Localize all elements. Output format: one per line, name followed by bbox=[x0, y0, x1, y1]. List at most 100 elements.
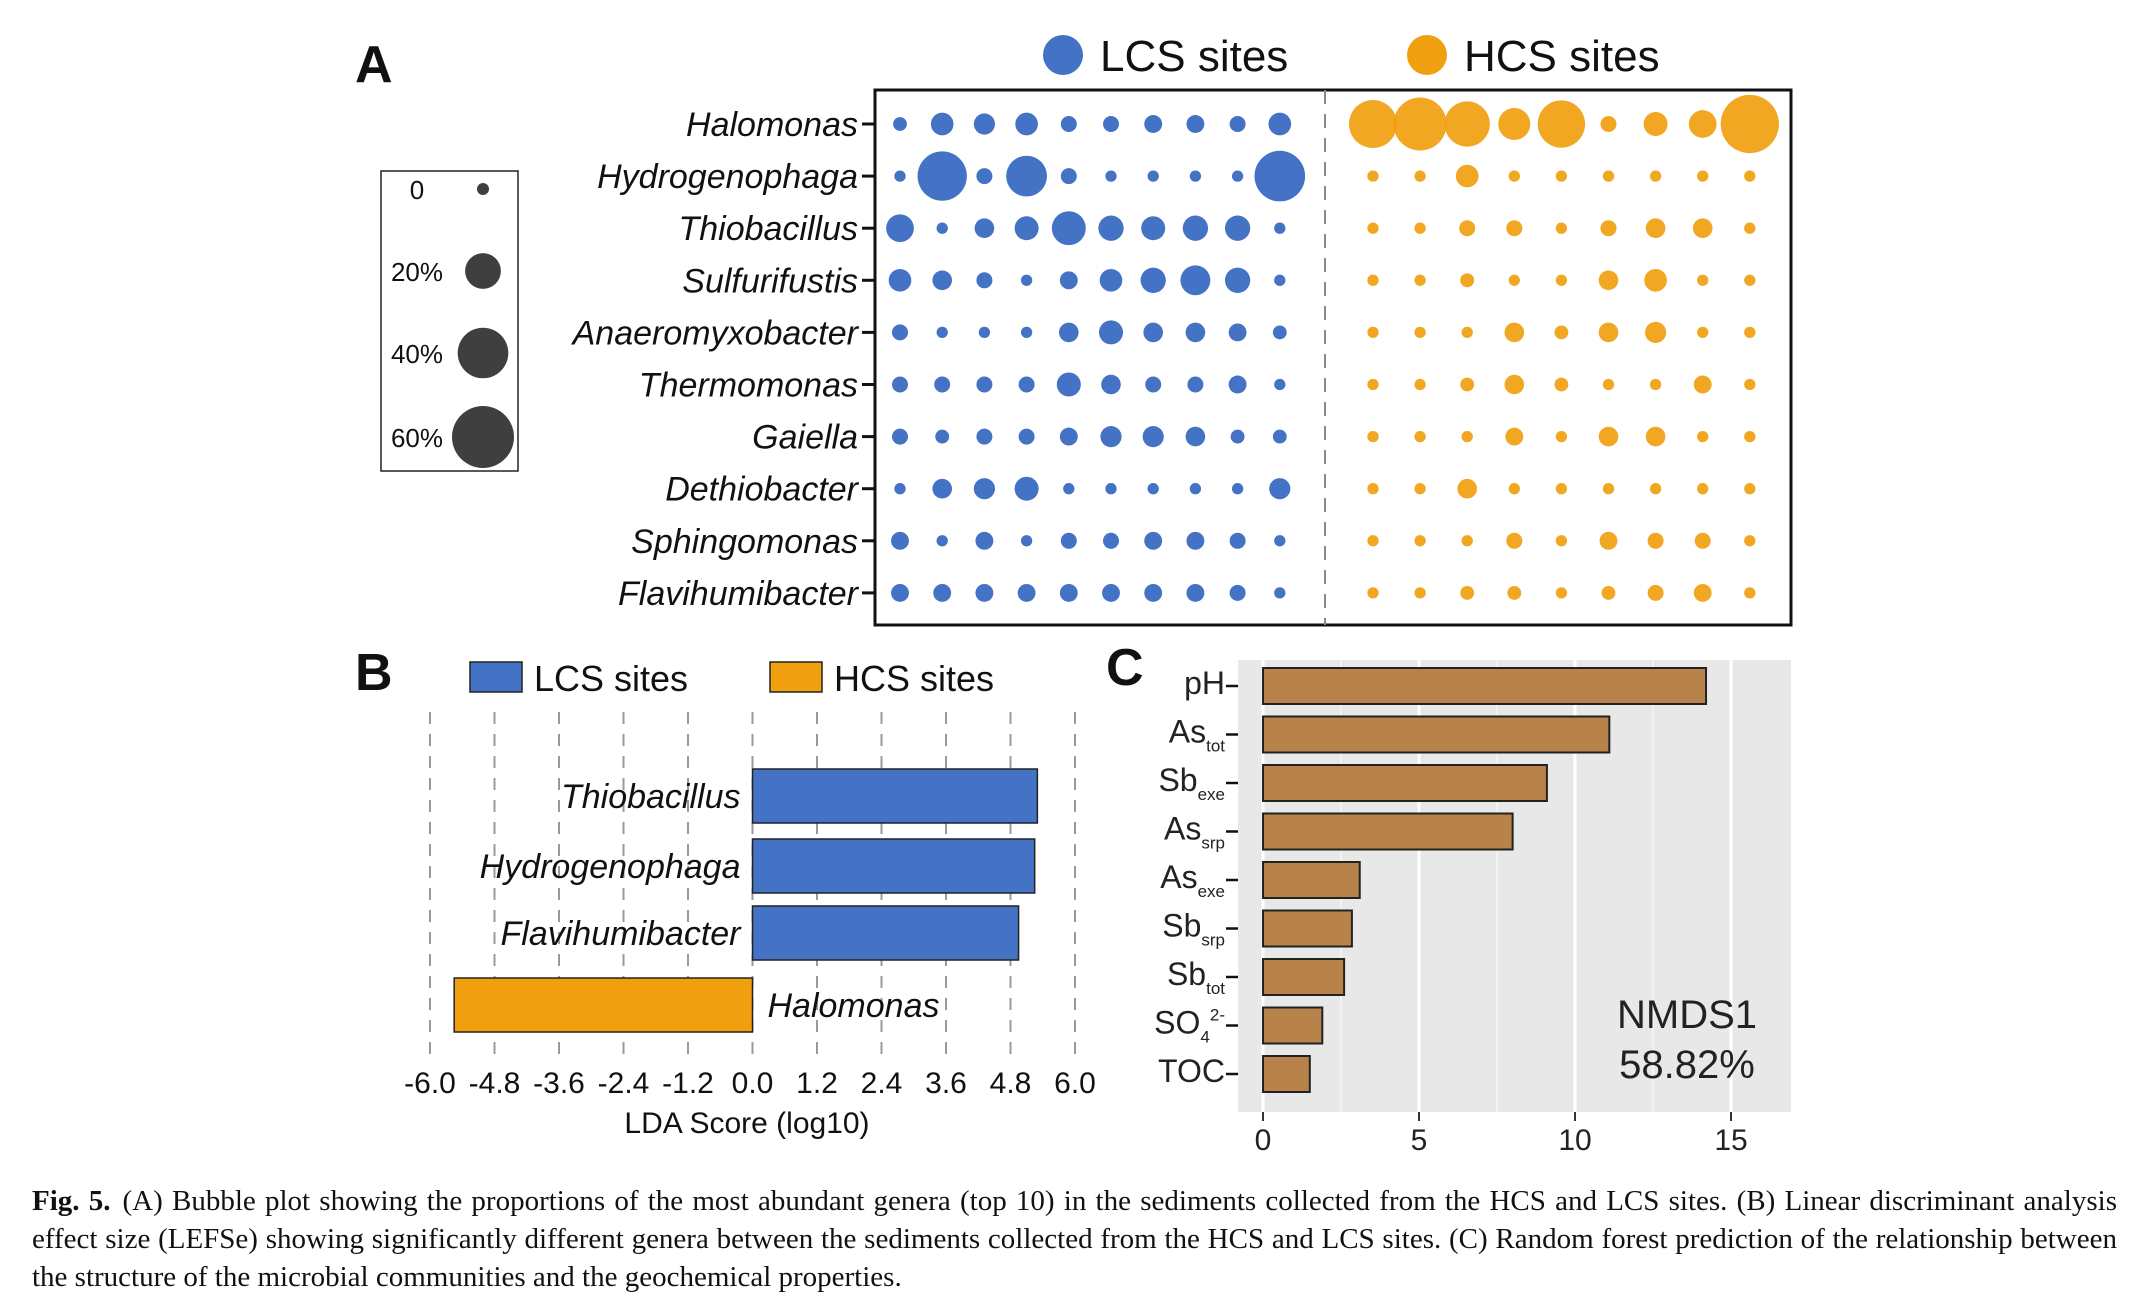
lcs-bubble bbox=[1143, 322, 1164, 343]
lcs-bubble bbox=[891, 428, 909, 445]
lcs-bubble bbox=[1059, 271, 1078, 290]
rf-bars bbox=[1262, 667, 1708, 1093]
lcs-bubble bbox=[936, 326, 948, 339]
hcs-bubble bbox=[1693, 583, 1712, 602]
hcs-bubble bbox=[1649, 170, 1662, 182]
hcs-bubble bbox=[1459, 220, 1476, 237]
hcs-bubble bbox=[1414, 274, 1426, 286]
lcs-bubble bbox=[1274, 222, 1286, 234]
lcs-bubble bbox=[1014, 216, 1039, 241]
rf-bar bbox=[1262, 861, 1361, 899]
lda-bar bbox=[751, 768, 1039, 824]
hcs-bubble bbox=[1602, 378, 1615, 391]
lda-x-tick-label: 3.6 bbox=[925, 1067, 967, 1100]
hcs-bubble bbox=[1744, 170, 1756, 182]
hcs-bubble bbox=[1348, 99, 1398, 149]
hcs-bubble bbox=[1649, 483, 1662, 495]
hcs-bubble bbox=[1461, 430, 1473, 443]
hcs-bubble bbox=[1507, 585, 1522, 600]
lcs-bubble bbox=[891, 531, 909, 550]
hcs-bubble bbox=[1555, 483, 1568, 495]
hcs-bubble bbox=[1393, 97, 1447, 151]
lcs-bubble bbox=[891, 376, 909, 393]
rf-y-label: TOC bbox=[1158, 1053, 1225, 1089]
lcs-bubble bbox=[1274, 535, 1286, 547]
lcs-bubble bbox=[1017, 583, 1036, 602]
caption-text: (A) Bubble plot showing the proportions … bbox=[32, 1185, 2117, 1293]
hcs-bubble bbox=[1645, 321, 1667, 343]
hcs-bubble bbox=[1460, 377, 1475, 392]
lda-x-tick-label: -1.2 bbox=[662, 1067, 714, 1100]
lda-x-tick-label: -2.4 bbox=[598, 1067, 650, 1100]
panel-b-label: B bbox=[355, 644, 393, 702]
lcs-bubble bbox=[1254, 150, 1306, 202]
hcs-bubble bbox=[1414, 170, 1426, 182]
lcs-bubble bbox=[975, 531, 994, 550]
rf-annotation-value: 58.82% bbox=[1619, 1043, 1755, 1087]
hcs-bubble bbox=[1508, 483, 1520, 495]
lda-x-tick-label: 4.8 bbox=[990, 1067, 1032, 1100]
genus-label: Halomonas bbox=[686, 106, 858, 144]
lcs-bubble bbox=[1230, 429, 1245, 444]
lcs-bubble bbox=[932, 270, 953, 291]
rf-x-tick-label: 5 bbox=[1411, 1124, 1428, 1157]
hcs-bubble bbox=[1367, 378, 1379, 391]
lcs-bubble bbox=[930, 112, 954, 136]
lda-x-tick-label: -3.6 bbox=[533, 1067, 585, 1100]
hcs-bubble bbox=[1508, 170, 1520, 182]
hcs-bubble bbox=[1414, 326, 1426, 339]
lcs-bubble bbox=[1100, 426, 1122, 448]
hcs-bubble bbox=[1498, 107, 1531, 141]
lcs-bubble bbox=[1142, 426, 1164, 448]
lcs-bubble bbox=[1272, 429, 1287, 444]
lda-bar bbox=[751, 905, 1020, 961]
hcs-bubble bbox=[1602, 170, 1615, 182]
hcs-bubble bbox=[1645, 218, 1666, 239]
hcs-bubble bbox=[1555, 430, 1568, 443]
panel-a: A LCS sites HCS sites 0 20% 40% 60% Halomon… bbox=[355, 32, 1793, 627]
lcs-bubble bbox=[1187, 376, 1204, 393]
hcs-bubble bbox=[1744, 587, 1756, 599]
hcs-bubble bbox=[1693, 375, 1712, 394]
size-legend-bubble bbox=[477, 183, 489, 195]
hcs-bubble bbox=[1598, 322, 1619, 343]
hcs-bubble bbox=[1367, 170, 1379, 182]
hcs-bubble bbox=[1645, 426, 1666, 447]
hcs-bubble bbox=[1600, 220, 1617, 237]
lcs-bubble bbox=[1229, 115, 1246, 133]
size-legend-label: 60% bbox=[391, 423, 443, 453]
lcs-bubble bbox=[976, 168, 993, 185]
size-legend-bubble bbox=[465, 253, 501, 289]
rf-bar bbox=[1262, 909, 1353, 948]
hcs-bubble bbox=[1506, 532, 1523, 549]
lcs-bubble bbox=[1228, 323, 1247, 342]
lcs-bubble bbox=[932, 478, 953, 499]
hcs-bubble bbox=[1414, 483, 1426, 495]
lda-bar-label: Hydrogenophaga bbox=[480, 848, 741, 886]
rf-y-labels: pH Astot Sbexe Assrp Asexe Sbsrp Sbtot SO42- TOC bbox=[1154, 665, 1225, 1089]
hcs-bubble bbox=[1367, 326, 1379, 339]
lcs-bubble bbox=[894, 483, 906, 495]
lda-bar bbox=[453, 977, 754, 1033]
size-legend-label: 0 bbox=[410, 175, 424, 205]
genus-label: Hydrogenophaga bbox=[597, 158, 858, 196]
legend-lcs-label: LCS sites bbox=[1100, 32, 1288, 81]
rf-x-tick-label: 15 bbox=[1714, 1124, 1747, 1157]
lcs-bubble bbox=[1224, 267, 1251, 293]
lcs-bubble bbox=[1186, 531, 1205, 550]
lcs-bubble bbox=[936, 222, 948, 234]
lda-x-ticks: -6.0 -4.8 -3.6 -2.4 -1.2 0.0 1.2 2.4 3.6 4.8 6.0 bbox=[404, 1067, 1096, 1100]
hcs-bubble bbox=[1367, 587, 1379, 599]
panel-c-label: C bbox=[1106, 639, 1144, 697]
size-legend: 0 20% 40% 60% bbox=[391, 175, 514, 468]
hcs-bubble bbox=[1697, 326, 1709, 339]
lcs-bubble bbox=[1051, 211, 1086, 246]
legend-hcs-label: HCS sites bbox=[1464, 32, 1660, 81]
hcs-bubble bbox=[1367, 535, 1379, 547]
lda-x-tick-label: 1.2 bbox=[796, 1067, 838, 1100]
lcs-bubble bbox=[891, 324, 909, 341]
lcs-bubble bbox=[1141, 216, 1166, 241]
rf-y-label: Sbsrp bbox=[1162, 908, 1225, 950]
hcs-bubble bbox=[1367, 222, 1379, 234]
lcs-bubble bbox=[1185, 426, 1206, 447]
